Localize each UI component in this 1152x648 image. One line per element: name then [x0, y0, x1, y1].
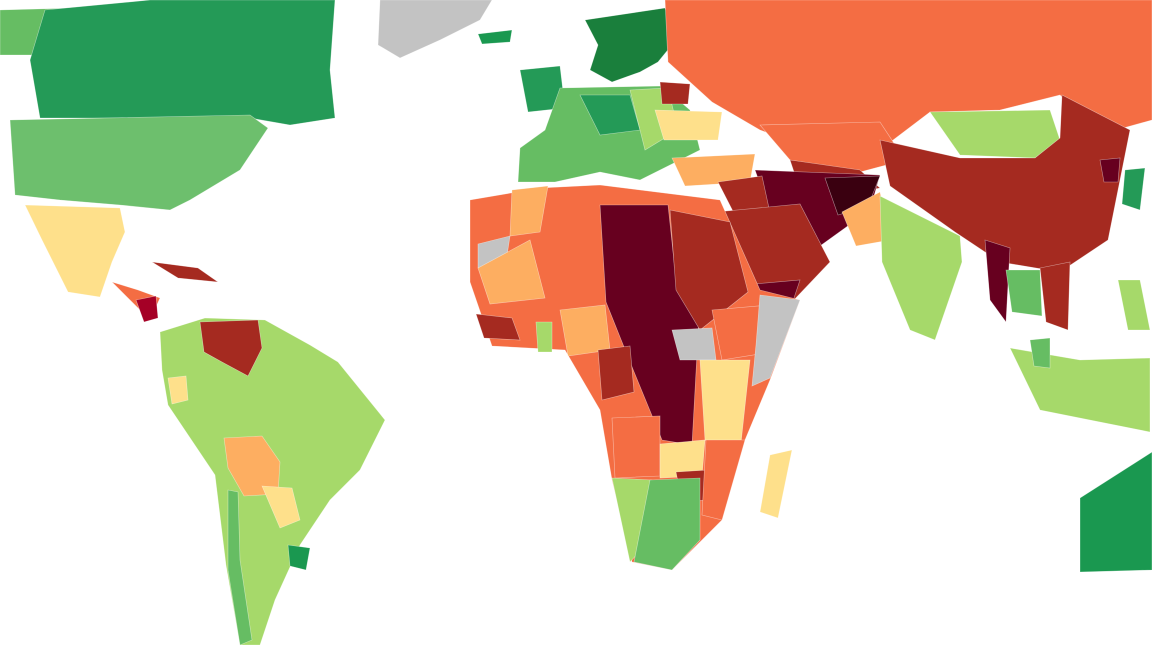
mauritania-mali	[477, 239, 546, 305]
greenland	[377, 0, 493, 59]
venezuela	[199, 319, 263, 377]
philippines	[1117, 279, 1151, 331]
vietnam	[1039, 261, 1071, 331]
myanmar	[984, 239, 1011, 323]
canada	[29, 0, 336, 126]
china	[879, 94, 1131, 273]
thailand-laos	[1005, 269, 1043, 317]
south-africa	[633, 477, 701, 571]
cuba	[151, 261, 220, 283]
uruguay	[287, 544, 311, 571]
west-africa-coast	[475, 313, 521, 341]
cameroon	[597, 345, 635, 401]
japan	[1121, 167, 1146, 211]
colombia	[167, 375, 189, 405]
chile	[227, 489, 253, 646]
nigeria	[559, 304, 611, 357]
nicaragua	[135, 295, 159, 323]
korea	[1099, 157, 1121, 183]
paraguay	[261, 485, 301, 529]
indonesia	[1009, 347, 1151, 433]
south-sudan	[671, 327, 717, 361]
mexico	[24, 204, 126, 298]
morocco	[509, 185, 549, 237]
malaysia	[1029, 337, 1051, 369]
somalia	[751, 294, 801, 387]
kazakhstan	[759, 121, 906, 173]
mozambique	[701, 439, 746, 521]
australia	[1079, 451, 1152, 573]
india	[879, 195, 963, 341]
angola	[611, 415, 661, 479]
iceland	[477, 29, 513, 45]
ghana	[535, 321, 553, 353]
ukraine	[654, 109, 723, 141]
usa	[9, 114, 269, 211]
belarus	[659, 81, 691, 105]
madagascar	[759, 449, 793, 519]
